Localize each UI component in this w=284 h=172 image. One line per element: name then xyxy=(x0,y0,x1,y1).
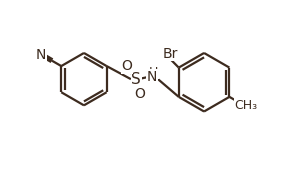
Text: S: S xyxy=(131,72,141,87)
Text: Br: Br xyxy=(163,47,178,61)
Text: CH₃: CH₃ xyxy=(235,99,258,112)
Text: N: N xyxy=(36,47,47,62)
Text: N: N xyxy=(147,70,157,84)
Text: H: H xyxy=(149,66,158,79)
Text: O: O xyxy=(134,87,145,101)
Text: O: O xyxy=(122,59,133,73)
